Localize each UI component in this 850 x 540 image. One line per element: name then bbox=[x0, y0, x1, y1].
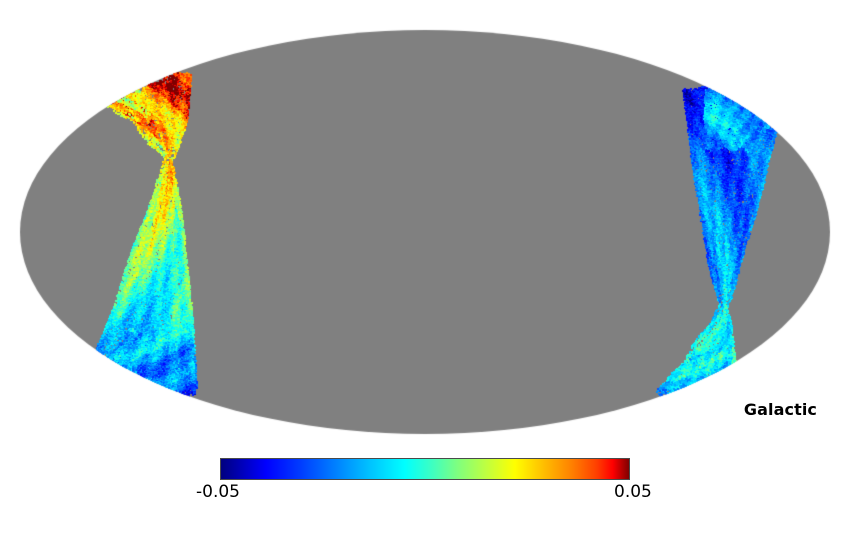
colorbar bbox=[220, 458, 630, 480]
colorbar-min-label: -0.05 bbox=[196, 482, 240, 502]
mollweide-sky-map bbox=[0, 0, 850, 450]
colorbar-max-label: 0.05 bbox=[614, 482, 652, 502]
coordinate-frame-label: Galactic bbox=[743, 400, 817, 419]
colorbar-gradient bbox=[220, 458, 630, 480]
